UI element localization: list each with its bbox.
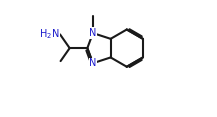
- Text: N: N: [89, 28, 97, 38]
- Text: N: N: [89, 58, 97, 68]
- Text: H$_2$N: H$_2$N: [39, 27, 59, 41]
